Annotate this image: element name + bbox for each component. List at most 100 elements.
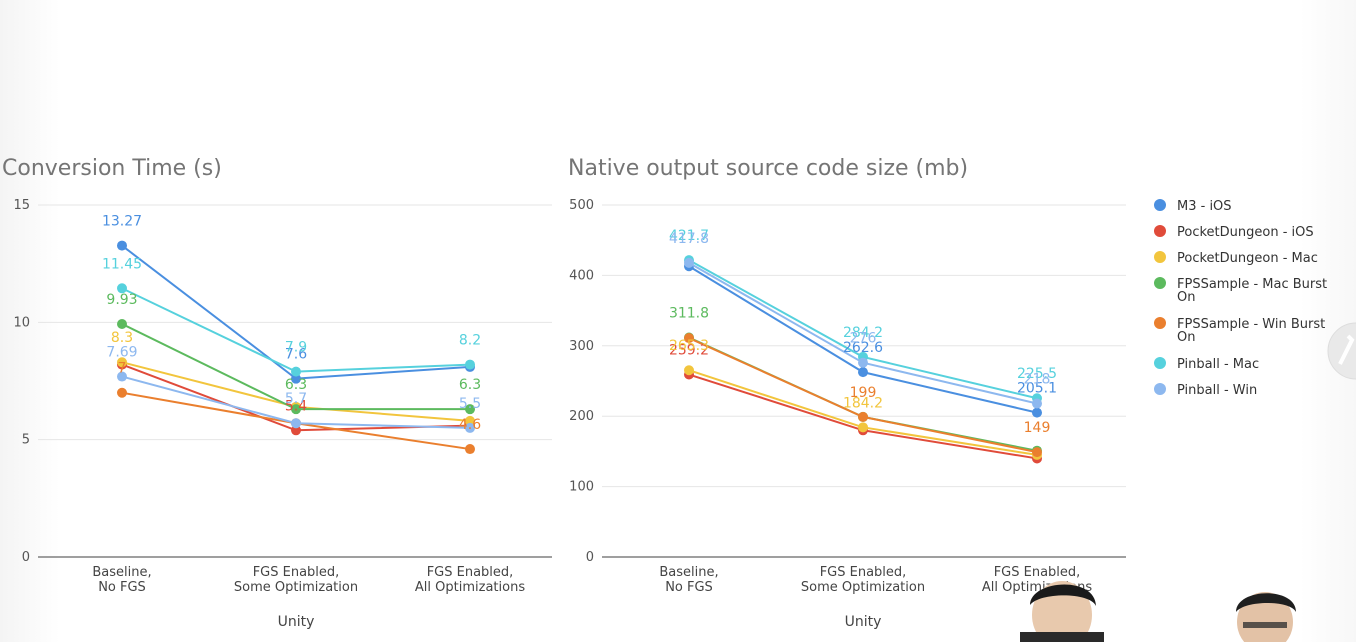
data-label: 7.9 [285, 340, 307, 356]
data-point[interactable] [117, 240, 127, 251]
x-tick-label: Baseline, No FGS [92, 565, 151, 595]
legend: M3 - iOS PocketDungeon - iOS PocketDungeon… [1154, 199, 1327, 398]
data-point[interactable] [684, 333, 694, 344]
presenter-video-overlay [1020, 581, 1296, 642]
data-point[interactable] [117, 283, 127, 294]
legend-swatch [1154, 357, 1166, 369]
data-label: 13.27 [102, 214, 142, 230]
data-point[interactable] [465, 444, 475, 455]
data-label: 259.2 [669, 343, 709, 359]
legend-item[interactable]: Pinball - Win [1154, 383, 1257, 398]
legend-item[interactable]: M3 - iOS [1154, 199, 1232, 214]
data-label: 199 [850, 385, 877, 401]
x-tick-label: FGS Enabled, Some Optimization [234, 565, 358, 595]
data-label: 7.6 [285, 347, 307, 363]
presenter-right-silhouette [1236, 592, 1296, 642]
data-label: 8.3 [111, 330, 133, 346]
legend-label: Pinball - Mac [1177, 357, 1259, 372]
data-point[interactable] [858, 357, 868, 368]
data-label: 417.8 [669, 231, 709, 247]
legend-item[interactable]: FPSSample - Mac Burst On [1154, 277, 1327, 305]
legend-label: FPSSample - Win Burst On [1177, 317, 1325, 345]
data-label: 6.3 [285, 377, 307, 393]
legend-label: PocketDungeon - Mac [1177, 251, 1318, 266]
data-label: 421.7 [669, 228, 709, 244]
y-tick-label: 0 [22, 550, 30, 565]
data-point[interactable] [117, 318, 127, 329]
data-point[interactable] [1032, 447, 1042, 458]
legend-swatch [1154, 277, 1166, 289]
presenter-left-silhouette [1020, 581, 1104, 642]
y-tick-label: 5 [22, 433, 30, 448]
y-tick-label: 0 [586, 550, 594, 565]
data-point[interactable] [858, 367, 868, 378]
data-label: 149 [1024, 420, 1051, 436]
legend-item[interactable]: PocketDungeon - iOS [1154, 225, 1314, 240]
data-point[interactable] [291, 425, 301, 436]
y-tick-label: 200 [569, 409, 594, 424]
x-axis-title: Unity [278, 614, 315, 630]
data-point[interactable] [291, 373, 301, 384]
legend-swatch [1154, 199, 1166, 211]
data-point[interactable] [291, 366, 301, 377]
y-tick-label: 400 [569, 268, 594, 283]
data-label: 284.2 [843, 325, 883, 341]
data-label: 184.2 [843, 395, 883, 411]
x-axis-title: Unity [845, 614, 882, 630]
data-point[interactable] [465, 404, 475, 415]
data-point[interactable] [858, 422, 868, 433]
data-label: 5.5 [459, 396, 481, 412]
legend-label: FPSSample - Mac Burst On [1177, 277, 1327, 305]
source-size-chart: Native output source code size (mb) 0 100 2… [568, 156, 1126, 630]
data-label: 9.93 [106, 292, 137, 308]
data-point[interactable] [117, 371, 127, 382]
legend-label: Pinball - Win [1177, 383, 1257, 398]
x-tick-label: FGS Enabled, All Optimizations [415, 565, 525, 595]
data-point[interactable] [117, 387, 127, 398]
data-point[interactable] [465, 415, 475, 426]
data-point[interactable] [1032, 398, 1042, 409]
y-tick-label: 15 [13, 198, 30, 213]
data-label: 311.8 [669, 305, 709, 321]
data-point[interactable] [291, 418, 301, 429]
conversion-time-chart: Conversion Time (s) 0 5 10 15 Baseline, No FGS… [2, 156, 552, 630]
data-label: 7.69 [106, 345, 137, 361]
data-point[interactable] [858, 411, 868, 422]
y-tick-label: 500 [569, 198, 594, 213]
chart-title: Native output source code size (mb) [568, 156, 968, 181]
data-label: 265.3 [669, 338, 709, 354]
legend-item[interactable]: PocketDungeon - Mac [1154, 251, 1318, 266]
data-label: 7 [118, 361, 127, 377]
chart-title: Conversion Time (s) [2, 156, 222, 181]
data-label: 225.5 [1017, 366, 1057, 382]
legend-swatch [1154, 225, 1166, 237]
arrow-icon [1338, 334, 1355, 365]
data-label: 4.6 [459, 417, 481, 433]
data-point[interactable] [117, 357, 127, 368]
legend-swatch [1154, 251, 1166, 263]
data-label: 6.3 [459, 377, 481, 393]
data-point[interactable] [465, 422, 475, 433]
data-label: 11.45 [102, 256, 142, 272]
legend-item[interactable]: FPSSample - Win Burst On [1154, 317, 1325, 345]
data-label: 5.4 [285, 398, 307, 414]
y-tick-label: 10 [13, 315, 30, 330]
data-point[interactable] [465, 359, 475, 370]
legend-label: PocketDungeon - iOS [1177, 225, 1314, 240]
x-tick-label: FGS Enabled, Some Optimization [801, 565, 925, 595]
data-point[interactable] [684, 365, 694, 376]
data-label: 5.7 [285, 391, 307, 407]
data-label: 276 [850, 331, 877, 347]
legend-swatch [1154, 317, 1166, 329]
data-label: 218 [1024, 372, 1051, 388]
data-point[interactable] [684, 257, 694, 268]
next-slide-button[interactable] [1327, 322, 1356, 380]
data-label: 262.6 [843, 340, 883, 356]
data-label: 205.1 [1017, 381, 1057, 397]
data-point[interactable] [1032, 407, 1042, 418]
data-point[interactable] [291, 404, 301, 415]
x-tick-label: Baseline, No FGS [659, 565, 718, 595]
y-tick-label: 300 [569, 339, 594, 354]
legend-item[interactable]: Pinball - Mac [1154, 357, 1259, 372]
